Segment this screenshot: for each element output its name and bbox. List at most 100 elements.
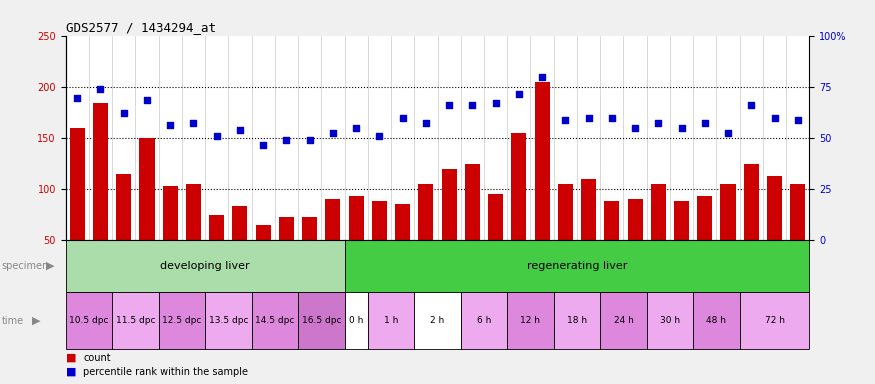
Point xyxy=(558,117,572,123)
Bar xyxy=(554,292,600,349)
Point xyxy=(628,125,642,131)
Text: 14.5 dpc: 14.5 dpc xyxy=(255,316,295,325)
Text: 16.5 dpc: 16.5 dpc xyxy=(302,316,341,325)
Bar xyxy=(116,174,131,240)
Bar xyxy=(697,196,712,240)
Point xyxy=(697,120,711,126)
Point xyxy=(279,137,293,143)
Text: regenerating liver: regenerating liver xyxy=(527,261,627,271)
Text: 24 h: 24 h xyxy=(613,316,634,325)
Bar xyxy=(767,176,782,240)
Bar xyxy=(163,186,178,240)
Text: time: time xyxy=(2,316,24,326)
Text: 18 h: 18 h xyxy=(567,316,587,325)
Bar xyxy=(368,292,414,349)
Bar xyxy=(465,164,480,240)
Point xyxy=(164,122,178,128)
Text: percentile rank within the sample: percentile rank within the sample xyxy=(83,367,248,377)
Point xyxy=(396,115,410,121)
Bar xyxy=(396,204,410,240)
Bar xyxy=(158,292,205,349)
Text: ■: ■ xyxy=(66,353,76,363)
Bar xyxy=(93,103,108,240)
Bar xyxy=(507,292,554,349)
Bar xyxy=(66,240,345,292)
Bar xyxy=(186,184,201,240)
Point xyxy=(94,86,108,93)
Text: 2 h: 2 h xyxy=(430,316,444,325)
Point xyxy=(373,133,387,139)
Bar xyxy=(345,240,809,292)
Bar xyxy=(348,196,364,240)
Point xyxy=(419,120,433,126)
Bar xyxy=(651,184,666,240)
Text: 30 h: 30 h xyxy=(660,316,680,325)
Text: 1 h: 1 h xyxy=(384,316,398,325)
Bar xyxy=(461,292,507,349)
Point xyxy=(745,102,759,108)
Point xyxy=(466,102,480,108)
Bar xyxy=(739,292,809,349)
Point xyxy=(233,127,247,133)
Point xyxy=(651,120,665,126)
Point xyxy=(442,102,456,108)
Text: 12 h: 12 h xyxy=(521,316,541,325)
Point xyxy=(116,110,130,116)
Bar xyxy=(205,292,252,349)
Point xyxy=(675,125,689,131)
Point xyxy=(303,137,317,143)
Text: 6 h: 6 h xyxy=(477,316,491,325)
Bar xyxy=(790,184,805,240)
Text: GDS2577 / 1434294_at: GDS2577 / 1434294_at xyxy=(66,21,215,34)
Bar xyxy=(252,292,298,349)
Point xyxy=(512,91,526,98)
Bar xyxy=(557,184,573,240)
Bar xyxy=(255,225,270,240)
Bar xyxy=(720,184,736,240)
Bar xyxy=(139,138,155,240)
Bar xyxy=(511,133,527,240)
Text: 48 h: 48 h xyxy=(706,316,726,325)
Point xyxy=(140,96,154,103)
Text: developing liver: developing liver xyxy=(160,261,250,271)
Text: 10.5 dpc: 10.5 dpc xyxy=(69,316,108,325)
Bar xyxy=(581,179,596,240)
Text: 72 h: 72 h xyxy=(765,316,785,325)
Bar xyxy=(600,292,647,349)
Bar xyxy=(535,82,550,240)
Point xyxy=(721,130,735,136)
Bar xyxy=(442,169,457,240)
Point xyxy=(210,133,224,139)
Text: specimen: specimen xyxy=(2,261,49,271)
Bar xyxy=(744,164,759,240)
Bar xyxy=(674,201,690,240)
Point xyxy=(186,120,200,126)
Point xyxy=(582,115,596,121)
Bar xyxy=(627,199,642,240)
Bar xyxy=(66,240,809,301)
Point xyxy=(349,125,363,131)
Point xyxy=(605,115,619,121)
Bar xyxy=(209,215,224,240)
Text: ▶: ▶ xyxy=(31,316,40,326)
Point xyxy=(488,99,502,106)
Bar xyxy=(605,201,620,240)
Bar xyxy=(418,184,433,240)
Point xyxy=(326,130,340,136)
Text: 11.5 dpc: 11.5 dpc xyxy=(116,316,155,325)
Point xyxy=(256,142,270,149)
Text: ▶: ▶ xyxy=(46,261,54,271)
Bar xyxy=(647,292,693,349)
Bar xyxy=(302,217,318,240)
Text: 13.5 dpc: 13.5 dpc xyxy=(208,316,248,325)
Bar xyxy=(279,217,294,240)
Text: 0 h: 0 h xyxy=(349,316,363,325)
Bar xyxy=(112,292,158,349)
Bar xyxy=(70,128,85,240)
Text: count: count xyxy=(83,353,111,363)
Bar xyxy=(298,292,345,349)
Bar xyxy=(693,292,739,349)
Text: 12.5 dpc: 12.5 dpc xyxy=(162,316,201,325)
Point xyxy=(791,117,805,123)
Bar xyxy=(372,201,387,240)
